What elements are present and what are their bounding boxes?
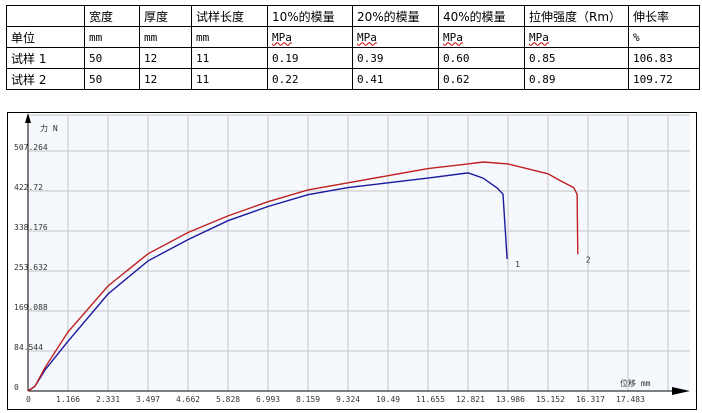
x-tick-label: 15.152	[536, 395, 565, 404]
cell: MPa	[267, 26, 353, 48]
force-displacement-chart: 力 N 位移 mm 0 1.166 2.331 3.497 4.662 5.828 6.99…	[7, 112, 697, 410]
specimen-table: 宽度 厚度 试样长度 10%的模量 20%的模量 40%的模量 拉伸强度（Rm）…	[6, 5, 700, 90]
cell: mm	[191, 26, 268, 48]
x-tick-label: 12.821	[456, 395, 485, 404]
cell: 单位	[6, 26, 85, 48]
x-tick-label: 8.159	[296, 395, 320, 404]
y-tick-label: 0	[14, 383, 19, 392]
cell: 109.72	[628, 68, 700, 90]
x-tick-label: 6.993	[256, 395, 280, 404]
cell: 50	[84, 68, 140, 90]
series-line-2	[27, 161, 579, 392]
cell: 试样 1	[6, 47, 85, 69]
header-cell: 10%的模量	[267, 5, 353, 27]
cell: 0.39	[352, 47, 439, 69]
plot-background	[28, 115, 690, 391]
y-tick-label: 169.088	[14, 303, 48, 312]
cell: 0.19	[267, 47, 353, 69]
cell: mm	[139, 26, 192, 48]
x-tick-label: 16.317	[576, 395, 605, 404]
y-tick-label: 84.544	[14, 343, 43, 352]
header-cell: 40%的模量	[438, 5, 525, 27]
x-tick-label: 0	[26, 395, 31, 404]
y-tick-label: 507.264	[14, 143, 48, 152]
header-cell	[6, 5, 85, 27]
x-tick-label: 1.166	[56, 395, 80, 404]
cell: 0.89	[524, 68, 629, 90]
table-row: 单位 mm mm mm MPa MPa MPa MPa %	[6, 26, 700, 48]
series-line-1	[27, 172, 508, 392]
x-tick-label: 17.483	[616, 395, 645, 404]
cell: 106.83	[628, 47, 700, 69]
x-axis-arrow-icon	[672, 387, 690, 395]
table-header-row: 宽度 厚度 试样长度 10%的模量 20%的模量 40%的模量 拉伸强度（Rm）…	[6, 5, 700, 27]
header-cell: 拉伸强度（Rm）	[524, 5, 629, 27]
x-axis-label: 位移 mm	[620, 378, 651, 388]
x-tick-label: 10.49	[376, 395, 400, 404]
cell: MPa	[352, 26, 439, 48]
series-label-1: 1	[515, 260, 520, 269]
cell: 11	[191, 47, 268, 69]
y-tick-label: 422.72	[14, 183, 43, 192]
cell: %	[628, 26, 700, 48]
cell: 0.60	[438, 47, 525, 69]
x-tick-label: 2.331	[96, 395, 120, 404]
chart-svg: 力 N 位移 mm 0 1.166 2.331 3.497 4.662 5.828 6.99…	[14, 113, 690, 404]
cell: 12	[139, 47, 192, 69]
cell: 0.41	[352, 68, 439, 90]
cell: MPa	[438, 26, 525, 48]
x-tick-label: 4.662	[176, 395, 200, 404]
cell: 试样 2	[6, 68, 85, 90]
header-cell: 厚度	[139, 5, 192, 27]
series-label-2: 2	[586, 255, 591, 264]
header-cell: 伸长率	[628, 5, 700, 27]
header-cell: 宽度	[84, 5, 140, 27]
y-axis-label: 力 N	[40, 123, 58, 133]
header-cell: 试样长度	[191, 5, 268, 27]
header-cell: 20%的模量	[352, 5, 439, 27]
x-tick-label: 9.324	[336, 395, 360, 404]
y-axis-arrow-icon	[25, 113, 31, 123]
cell: 0.62	[438, 68, 525, 90]
cell: 0.22	[267, 68, 353, 90]
cell: 12	[139, 68, 192, 90]
x-tick-label: 11.655	[416, 395, 445, 404]
y-tick-label: 253.632	[14, 263, 48, 272]
table-row: 试样 2 50 12 11 0.22 0.41 0.62 0.89 109.72	[6, 68, 700, 90]
x-tick-label: 3.497	[136, 395, 160, 404]
cell: MPa	[524, 26, 629, 48]
x-tick-label: 13.986	[496, 395, 525, 404]
cell: 11	[191, 68, 268, 90]
x-tick-label: 5.828	[216, 395, 240, 404]
table-row: 试样 1 50 12 11 0.19 0.39 0.60 0.85 106.83	[6, 47, 700, 69]
y-tick-label: 338.176	[14, 223, 48, 232]
cell: 0.85	[524, 47, 629, 69]
cell: 50	[84, 47, 140, 69]
cell: mm	[84, 26, 140, 48]
